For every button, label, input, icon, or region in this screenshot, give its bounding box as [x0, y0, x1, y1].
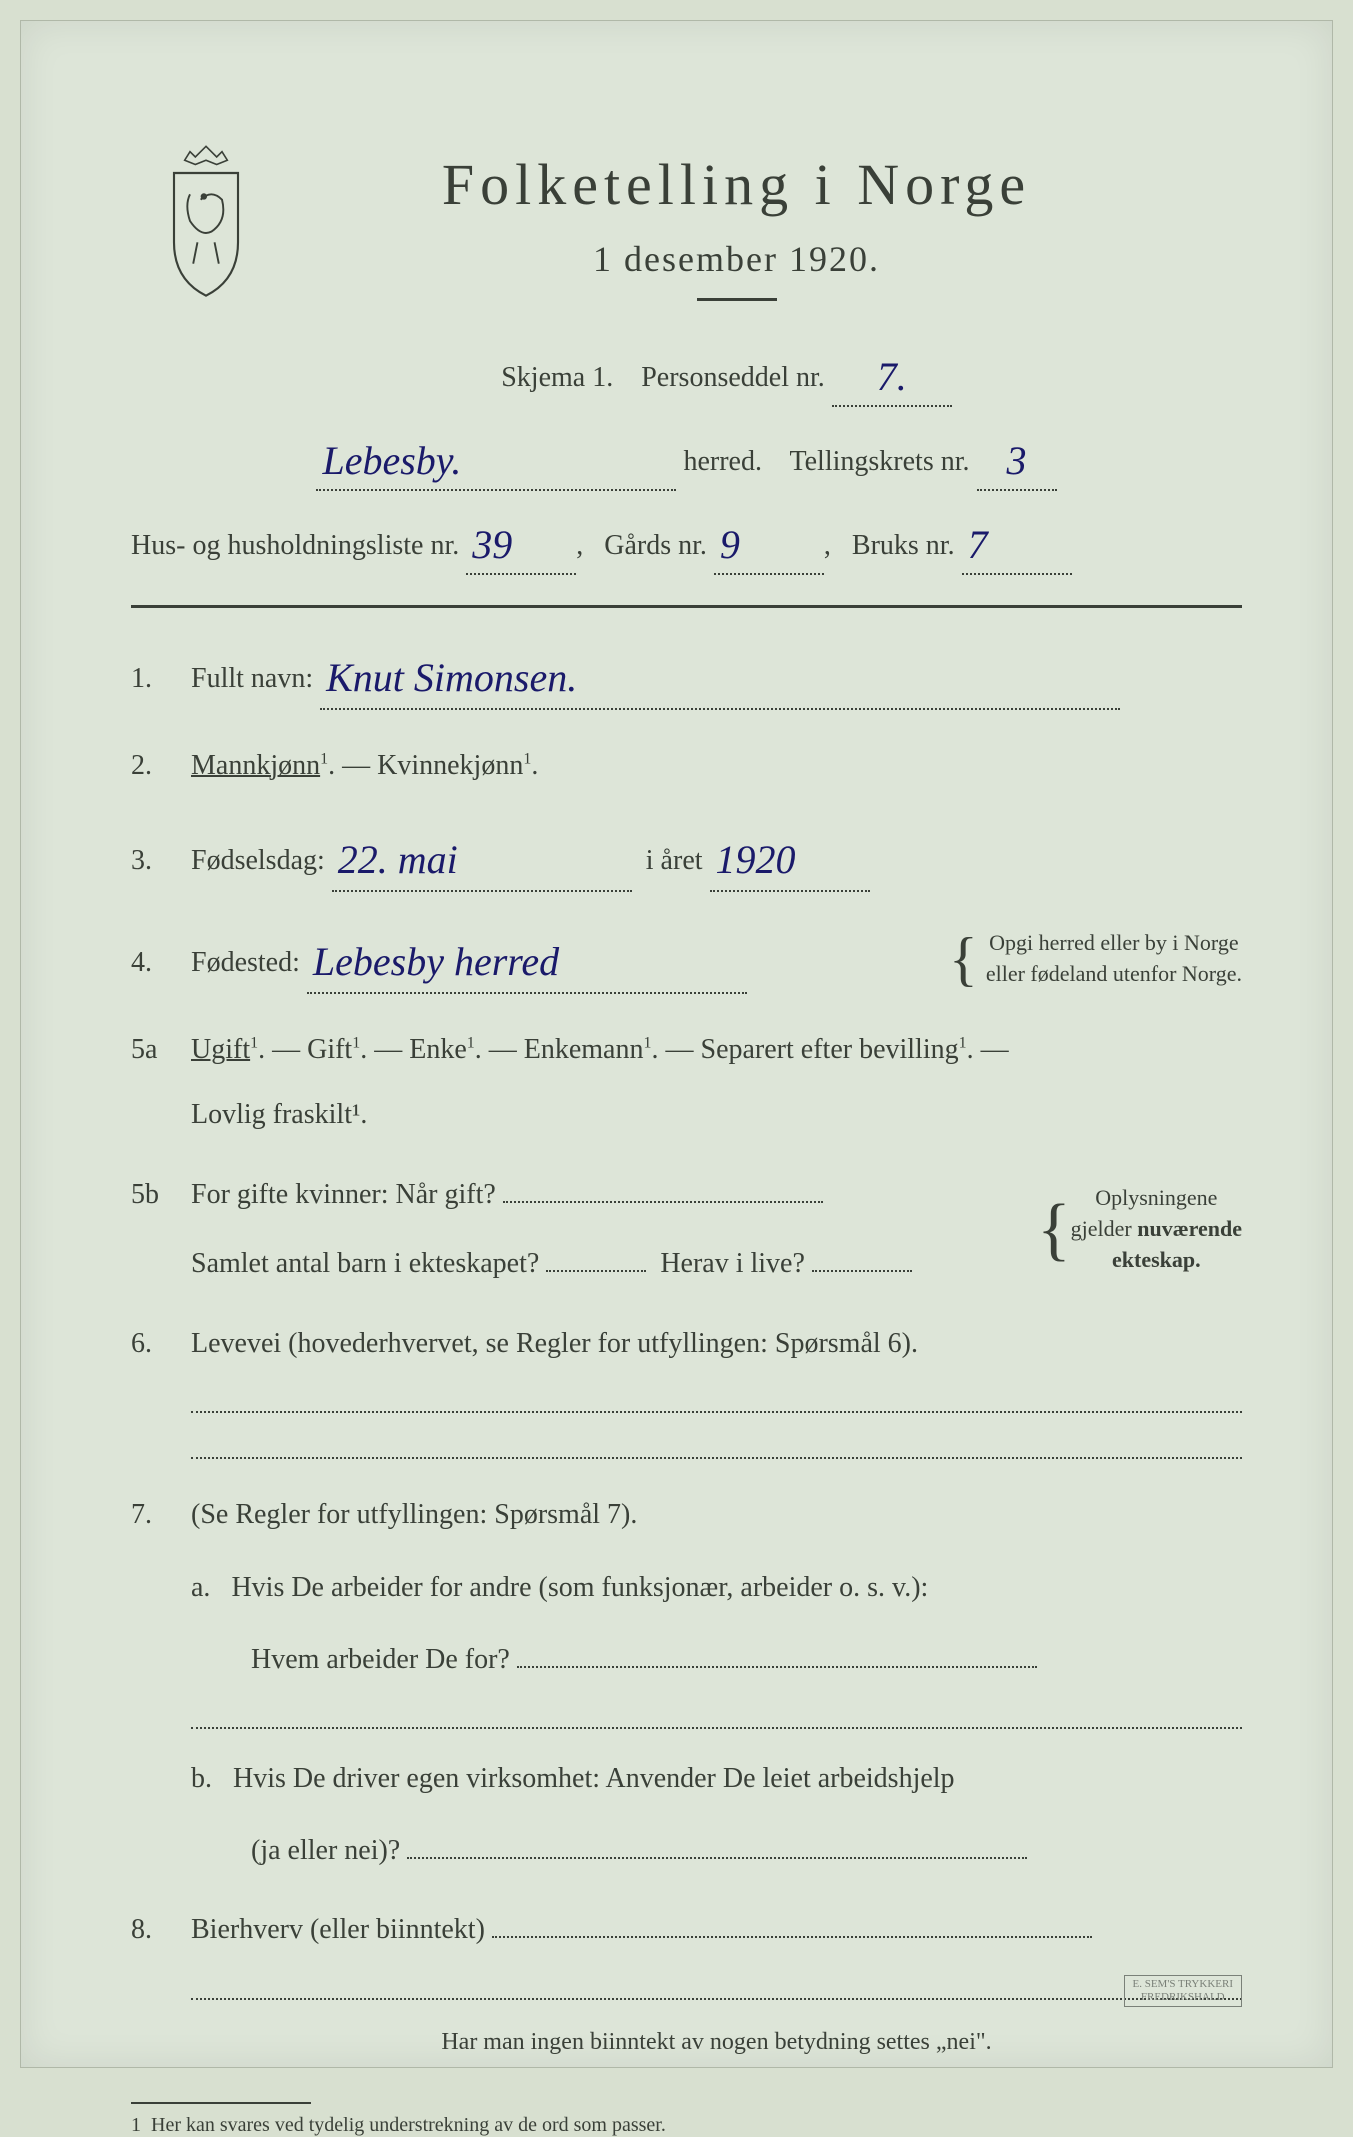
- blank-line: [191, 1696, 1242, 1730]
- q4-side2: eller fødeland utenfor Norge.: [986, 959, 1242, 990]
- q5a-row: 5a Ugift1. — Gift1. — Enke1. — Enkemann1…: [131, 1026, 1242, 1139]
- q7b-text1: Hvis De driver egen virksomhet: Anvender…: [233, 1763, 955, 1794]
- q8-row: 8. Bierhverv (eller biinntekt) Har man i…: [131, 1906, 1242, 2062]
- q5b-num: 5b: [131, 1179, 191, 1211]
- q4-side1: Opgi herred eller by i Norge: [986, 928, 1242, 959]
- q4-value: Lebesby herred: [313, 939, 559, 984]
- tellingskrets-value: 3: [1007, 438, 1027, 483]
- printer-stamp: E. SEM'S TRYKKERI FREDRIKSHALD: [1124, 1975, 1243, 2007]
- brace-icon: {: [1029, 1198, 1071, 1261]
- blank-line: [191, 1380, 1242, 1414]
- q4-row: 4. Fødested: Lebesby herred { Opgi herre…: [131, 924, 1242, 994]
- q4-label: Fødested:: [191, 947, 300, 978]
- gards-label: Gårds nr.: [604, 530, 707, 561]
- blank-line: [191, 1966, 1242, 2000]
- q3-label: Fødselsdag:: [191, 845, 325, 876]
- coat-of-arms-icon: [151, 141, 261, 301]
- q3-year-label: i året: [646, 845, 703, 876]
- q8-label: Bierhverv (eller biinntekt): [191, 1914, 485, 1945]
- q1-num: 1.: [131, 663, 191, 695]
- herred-label: herred.: [683, 446, 762, 477]
- bruks-label: Bruks nr.: [852, 530, 955, 561]
- title-block: Folketelling i Norge 1 desember 1920.: [231, 151, 1242, 301]
- subtitle: 1 desember 1920.: [231, 238, 1242, 280]
- q7-num: 7.: [131, 1499, 191, 1531]
- q7a-text2: Hvem arbeider De for?: [251, 1644, 510, 1675]
- husliste-label: Hus- og husholdningsliste nr.: [131, 530, 459, 561]
- main-divider: [131, 605, 1242, 608]
- q7-row: 7. (Se Regler for utfyllingen: Spørsmål …: [131, 1491, 1242, 1875]
- herred-value: Lebesby.: [322, 438, 461, 483]
- footnote: 1 Her kan svares ved tydelig understrekn…: [131, 2114, 1242, 2137]
- q1-label: Fullt navn:: [191, 663, 313, 694]
- stamp-line1: E. SEM'S TRYKKERI: [1133, 1978, 1234, 1991]
- q3-row: 3. Fødselsdag: 22. mai i året 1920: [131, 822, 1242, 892]
- tellingskrets-label: Tellingskrets nr.: [789, 446, 969, 477]
- q2-row: 2. Mannkjønn1. — Kvinnekjønn1.: [131, 742, 1242, 790]
- q1-value: Knut Simonsen.: [326, 655, 577, 700]
- q5b-sidenote: Oplysningene gjelder nuværende ekteskap.: [1071, 1183, 1242, 1275]
- q7-label: (Se Regler for utfyllingen: Spørsmål 7).: [191, 1499, 637, 1530]
- q3-day: 22. mai: [338, 837, 458, 882]
- q6-num: 6.: [131, 1328, 191, 1360]
- footnote-divider: [131, 2102, 311, 2104]
- q7b-label: b.: [191, 1763, 212, 1794]
- q4-num: 4.: [131, 947, 191, 979]
- skjema-label: Skjema 1.: [501, 362, 613, 393]
- q7b-text2: (ja eller nei)?: [251, 1835, 400, 1866]
- q8-num: 8.: [131, 1914, 191, 1946]
- q5a-line2: Lovlig fraskilt¹.: [191, 1091, 1242, 1139]
- main-title: Folketelling i Norge: [231, 151, 1242, 218]
- husliste-value: 39: [472, 522, 512, 567]
- q2-opt1: Mannkjønn: [191, 750, 320, 781]
- q5b-row: 5b For gifte kvinner: Når gift? Samlet a…: [131, 1171, 1242, 1288]
- census-form-page: Folketelling i Norge 1 desember 1920. Sk…: [20, 20, 1333, 2068]
- meta-line-1: Skjema 1. Personseddel nr. 7.: [211, 341, 1242, 407]
- q7a-label: a.: [191, 1572, 210, 1603]
- bruks-value: 7: [968, 522, 988, 567]
- q5b-line1a: For gifte kvinner: Når gift?: [191, 1179, 496, 1210]
- meta-line-3: Hus- og husholdningsliste nr. 39, Gårds …: [131, 509, 1242, 575]
- q7a-text1: Hvis De arbeider for andre (som funksjon…: [231, 1572, 928, 1603]
- q1-row: 1. Fullt navn: Knut Simonsen.: [131, 640, 1242, 710]
- brace-icon: {: [949, 932, 986, 986]
- q3-num: 3.: [131, 845, 191, 877]
- q6-row: 6. Levevei (hovederhvervet, se Regler fo…: [131, 1320, 1242, 1459]
- personseddel-value: 7.: [877, 354, 907, 399]
- q5b-side1: Oplysningene: [1071, 1183, 1242, 1214]
- q2-opt2: Kvinnekjønn: [377, 750, 523, 781]
- q5b-side2: gjelder nuværende: [1071, 1214, 1242, 1245]
- q4-sidenote: Opgi herred eller by i Norge eller fødel…: [986, 928, 1242, 990]
- q3-year: 1920: [716, 837, 796, 882]
- footnote-marker: 1: [131, 2114, 141, 2136]
- q2-num: 2.: [131, 750, 191, 782]
- q5b-line2a: Samlet antal barn i ekteskapet?: [191, 1248, 539, 1279]
- q2-dash: —: [342, 750, 377, 781]
- title-divider: [697, 298, 777, 301]
- meta-line-2: Lebesby. herred. Tellingskrets nr. 3: [131, 425, 1242, 491]
- personseddel-label: Personseddel nr.: [641, 362, 825, 393]
- footnote-text: Her kan svares ved tydelig understreknin…: [151, 2114, 666, 2136]
- q5b-side3: ekteskap.: [1071, 1245, 1242, 1276]
- q5a-num: 5a: [131, 1034, 191, 1066]
- gards-value: 9: [720, 522, 740, 567]
- q8-note: Har man ingen biinntekt av nogen betydni…: [191, 2022, 1242, 2063]
- q6-label: Levevei (hovederhvervet, se Regler for u…: [191, 1328, 918, 1359]
- q5b-line2b: Herav i live?: [660, 1248, 805, 1279]
- stamp-line2: FREDRIKSHALD: [1133, 1991, 1234, 2004]
- blank-line: [191, 1425, 1242, 1459]
